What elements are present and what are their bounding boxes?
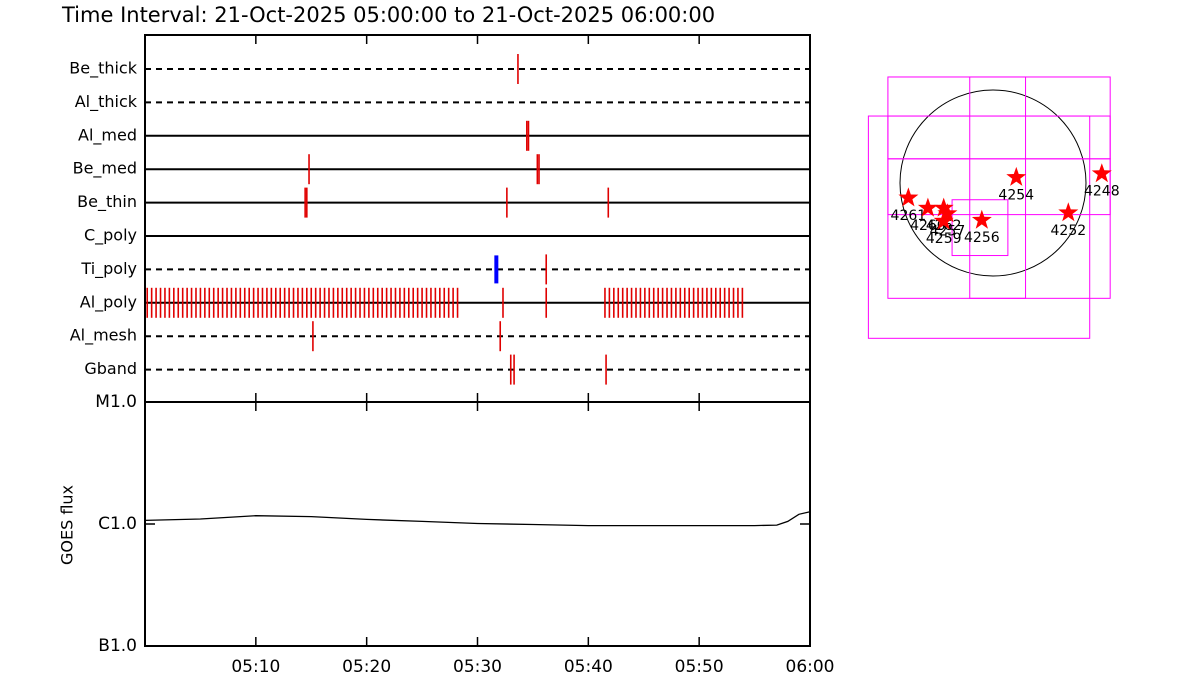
- region-label: 4260: [910, 218, 946, 234]
- region-star: [1058, 202, 1079, 222]
- x-tick-label: 05:40: [564, 657, 613, 677]
- region-label: 4261: [891, 208, 927, 224]
- region-label: 4252: [1051, 223, 1087, 239]
- row-label: Al_poly: [80, 292, 137, 312]
- y-tick-label: B1.0: [98, 636, 137, 656]
- solar-disk: [899, 89, 1087, 277]
- region-star: [1006, 166, 1027, 186]
- x-tick-label: 06:00: [786, 657, 835, 677]
- x-tick-label: 05:20: [342, 657, 391, 677]
- region-star: [1091, 163, 1112, 183]
- row-label: Be_med: [73, 159, 137, 179]
- region-star: [971, 209, 992, 229]
- row-label: Be_thick: [69, 59, 137, 79]
- region-label: 4262: [926, 218, 962, 234]
- x-tick-label: 05:50: [675, 657, 724, 677]
- region-star: [937, 203, 958, 223]
- goes-curve: [144, 511, 811, 527]
- region-star: [898, 187, 919, 207]
- row-label: Al_mesh: [70, 326, 137, 346]
- region-label: 4254: [998, 187, 1034, 203]
- fov-box: [951, 199, 1009, 257]
- x-tick-label: 05:10: [231, 657, 280, 677]
- y-tick-label: M1.0: [95, 392, 137, 412]
- region-star: [933, 210, 954, 230]
- fov-box: [969, 76, 1027, 299]
- row-label: Al_med: [78, 125, 137, 145]
- y-tick-label: C1.0: [98, 514, 137, 534]
- region-star: [917, 197, 938, 217]
- fov-box: [887, 158, 1111, 216]
- row-label: Ti_poly: [80, 259, 137, 279]
- row-label: Gband: [84, 359, 137, 378]
- region-label: 4259: [926, 231, 962, 247]
- region-star: [933, 197, 954, 217]
- x-tick-label: 05:30: [453, 657, 502, 677]
- row-label: C_poly: [84, 226, 137, 246]
- region-label: 4248: [1084, 184, 1120, 200]
- row-label: Be_thin: [77, 192, 137, 212]
- row-label: Al_thick: [75, 92, 138, 112]
- chart-title: Time Interval: 21-Oct-2025 05:00:00 to 2…: [61, 3, 715, 27]
- region-label: 4256: [964, 230, 1000, 246]
- y-axis-label: GOES flux: [58, 485, 77, 565]
